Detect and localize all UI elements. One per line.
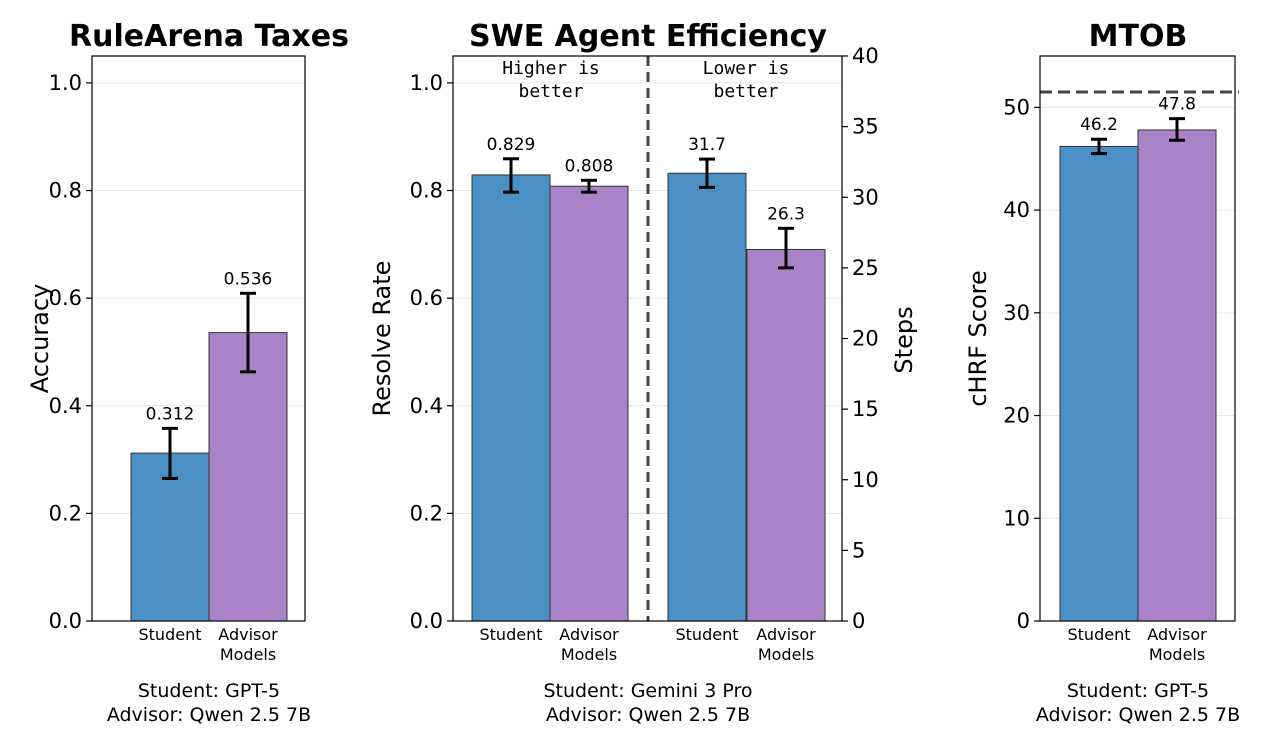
x-tick-label: Student (676, 625, 739, 644)
chart-title: RuleArena Taxes (69, 19, 349, 54)
y2-tick-label: 15 (852, 397, 879, 421)
y-tick-label: 0.8 (49, 179, 82, 203)
x-tick-label: Models (220, 645, 276, 664)
y-tick-label: 0.0 (410, 609, 443, 633)
y2-tick-label: 10 (852, 468, 879, 492)
bar-student (667, 172, 747, 622)
y-tick-label: 20 (1003, 404, 1030, 428)
x-tick-label: Advisor (218, 625, 278, 644)
y-tick-label: 0.6 (49, 286, 82, 310)
y2-tick-label: 20 (852, 327, 879, 351)
data-label: 0.829 (487, 135, 536, 155)
y2-axis-label: Steps (890, 306, 918, 373)
x-tick-label: Advisor (559, 625, 619, 644)
x-tick-label: Student (1068, 625, 1131, 644)
data-label: 0.808 (565, 156, 614, 176)
data-label: 31.7 (688, 135, 726, 155)
y-tick-label: 50 (1003, 95, 1030, 119)
y-axis-label: Resolve Rate (368, 261, 396, 417)
bar-advisor (549, 185, 629, 622)
x-tick-label: Models (758, 645, 814, 664)
y2-tick-label: 25 (852, 256, 879, 280)
y-tick-label: 0 (1017, 609, 1030, 633)
model-note: Advisor: Qwen 2.5 7B (546, 704, 750, 726)
annotation: better (518, 81, 583, 102)
y2-tick-label: 40 (852, 44, 879, 68)
model-note: Student: GPT-5 (1067, 680, 1209, 702)
y-tick-label: 30 (1003, 301, 1030, 325)
y2-tick-label: 30 (852, 185, 879, 209)
model-note: Student: GPT-5 (138, 680, 280, 702)
annotation: Higher is (502, 58, 600, 79)
y-tick-label: 40 (1003, 198, 1030, 222)
bar-student (130, 452, 210, 622)
y-tick-label: 1.0 (410, 71, 443, 95)
y-tick-label: 1.0 (49, 71, 82, 95)
chart-title: MTOB (1089, 19, 1188, 54)
bar-advisor (208, 332, 288, 622)
y-tick-label: 0.2 (410, 501, 443, 525)
x-tick-label: Models (1149, 645, 1205, 664)
chart-title: SWE Agent Efficiency (469, 19, 827, 54)
y2-tick-label: 0 (852, 609, 865, 633)
data-label: 46.2 (1080, 115, 1118, 135)
data-label: 0.312 (146, 404, 195, 424)
y-axis-label: cHRF Score (964, 270, 992, 407)
x-tick-label: Advisor (1147, 625, 1207, 644)
y-tick-label: 0.4 (410, 394, 443, 418)
data-label: 47.8 (1158, 95, 1196, 115)
plot-frame (91, 55, 306, 622)
annotation: better (713, 81, 778, 102)
annotation: Lower is (703, 58, 790, 79)
y-tick-label: 0.8 (410, 179, 443, 203)
model-note: Student: Gemini 3 Pro (543, 680, 752, 702)
bar-student (1059, 145, 1139, 622)
plot-frame (1039, 55, 1236, 622)
y-tick-label: 0.6 (410, 286, 443, 310)
x-tick-label: Student (139, 625, 202, 644)
y-tick-label: 0.0 (49, 609, 82, 633)
y-axis-label: Accuracy (26, 284, 54, 394)
chart-swe: SWE Agent Efficiency Resolve Rate 0.0 0.2 0.… (368, 19, 918, 726)
x-tick-label: Advisor (756, 625, 816, 644)
y-tick-label: 10 (1003, 506, 1030, 530)
model-note: Advisor: Qwen 2.5 7B (1036, 704, 1240, 726)
data-label: 26.3 (767, 204, 805, 224)
y2-tick-label: 5 (852, 538, 865, 562)
data-label: 0.536 (224, 269, 273, 289)
chart-rulearena: RuleArena Taxes Accuracy 0.0 0.2 0.4 0.6 0.8 1.… (26, 19, 349, 726)
bar-advisor (1137, 129, 1217, 622)
bar-advisor (746, 249, 826, 622)
x-tick-label: Models (561, 645, 617, 664)
model-note: Advisor: Qwen 2.5 7B (107, 704, 311, 726)
y-tick-label: 0.4 (49, 394, 82, 418)
x-tick-label: Student (480, 625, 543, 644)
bar-student (471, 174, 551, 622)
y2-tick-label: 35 (852, 115, 879, 139)
y-tick-label: 0.2 (49, 501, 82, 525)
plot-frame (452, 55, 843, 622)
chart-mtob: MTOB cHRF Score 0 10 20 30 40 50 46.2 Student 47.8… (964, 19, 1240, 726)
